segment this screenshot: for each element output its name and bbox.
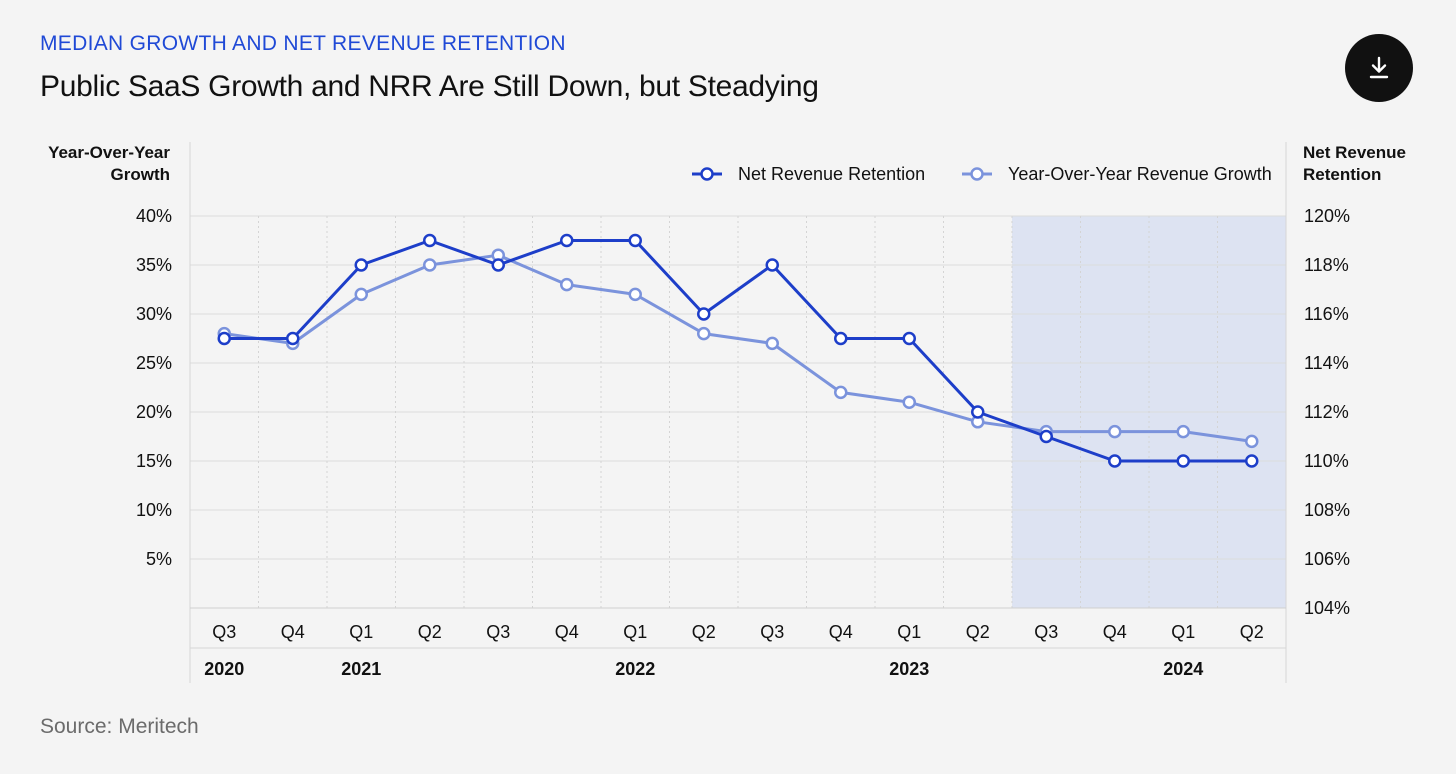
- right-axis-title: Retention: [1303, 165, 1381, 184]
- download-button[interactable]: [1345, 34, 1413, 102]
- nrr-data-point: [834, 331, 848, 346]
- nrr-data-point: [765, 258, 779, 272]
- chart-title: Public SaaS Growth and NRR Are Still Dow…: [40, 70, 819, 103]
- nrr-data-point: [1108, 454, 1122, 468]
- growth-data-point: [354, 287, 368, 302]
- right-tick-label: 106%: [1304, 549, 1350, 569]
- x-tick-label: Q1: [897, 622, 921, 642]
- nrr-series-line: [224, 239, 1252, 463]
- nrr-data-point: [423, 233, 437, 248]
- x-tick-label: Q2: [692, 622, 716, 642]
- x-tick-label: Q4: [555, 622, 579, 642]
- x-tick-label: Q4: [1103, 622, 1127, 642]
- download-icon: [1369, 56, 1389, 79]
- x-tick-label: Q3: [212, 622, 236, 642]
- right-tick-label: 116%: [1304, 304, 1349, 324]
- source-note: Source: Meritech: [40, 715, 199, 738]
- x-tick-label: Q4: [281, 622, 305, 642]
- nrr-data-point: [971, 405, 985, 419]
- legend-label-growth: Year-Over-Year Revenue Growth: [1008, 164, 1272, 184]
- growth-series-line: [224, 253, 1252, 443]
- x-tick-label: Q3: [486, 622, 510, 642]
- nrr-data-point: [628, 233, 642, 248]
- right-tick-label: 120%: [1304, 206, 1350, 226]
- chart-eyebrow: MEDIAN GROWTH AND NET REVENUE RETENTION: [40, 32, 566, 55]
- year-label: 2021: [341, 659, 381, 679]
- right-tick-label: 110%: [1304, 451, 1349, 471]
- nrr-data-point: [697, 307, 711, 321]
- nrr-data-point: [354, 258, 368, 272]
- year-label: 2023: [889, 659, 929, 679]
- legend-swatch-marker-growth: [970, 167, 984, 181]
- left-axis-title: Year-Over-Year: [48, 143, 170, 162]
- growth-data-point: [1176, 424, 1190, 439]
- nrr-data-point: [1039, 429, 1053, 444]
- x-tick-label: Q3: [760, 622, 784, 642]
- year-label: 2024: [1163, 659, 1203, 679]
- left-tick-label: 15%: [136, 451, 172, 471]
- left-tick-label: 5%: [146, 549, 172, 569]
- right-tick-label: 108%: [1304, 500, 1350, 520]
- nrr-data-point: [1176, 454, 1190, 468]
- legend-swatch-marker-nrr: [700, 167, 714, 181]
- left-tick-label: 35%: [136, 255, 172, 275]
- x-tick-label: Q4: [829, 622, 853, 642]
- right-tick-label: 112%: [1304, 402, 1349, 422]
- left-tick-label: 40%: [136, 206, 172, 226]
- nrr-data-point: [491, 258, 505, 272]
- x-tick-label: Q3: [1034, 622, 1058, 642]
- x-tick-label: Q2: [966, 622, 990, 642]
- nrr-data-point: [560, 233, 574, 248]
- nrr-data-point: [217, 331, 231, 346]
- growth-data-point: [560, 277, 574, 292]
- year-label: 2020: [204, 659, 244, 679]
- left-tick-label: 10%: [136, 500, 172, 520]
- right-axis-title: Net Revenue: [1303, 143, 1406, 162]
- x-tick-label: Q1: [349, 622, 373, 642]
- growth-data-point: [1108, 424, 1122, 439]
- left-tick-label: 25%: [136, 353, 172, 373]
- left-axis-title: Growth: [111, 165, 171, 184]
- nrr-data-point: [902, 331, 916, 346]
- left-tick-label: 20%: [136, 402, 172, 422]
- right-tick-label: 104%: [1304, 598, 1350, 618]
- left-tick-label: 30%: [136, 304, 172, 324]
- right-tick-label: 114%: [1304, 353, 1349, 373]
- x-tick-label: Q2: [1240, 622, 1264, 642]
- right-tick-label: 118%: [1304, 255, 1349, 275]
- x-tick-label: Q1: [623, 622, 647, 642]
- growth-data-point: [423, 258, 437, 272]
- growth-data-point: [765, 336, 779, 351]
- growth-data-point: [1245, 434, 1259, 449]
- year-label: 2022: [615, 659, 655, 679]
- growth-data-point: [834, 385, 848, 400]
- growth-data-point: [902, 395, 916, 409]
- nrr-data-point: [1245, 454, 1259, 468]
- nrr-data-point: [286, 331, 300, 346]
- x-tick-label: Q2: [418, 622, 442, 642]
- growth-data-point: [628, 287, 642, 302]
- legend-label-nrr: Net Revenue Retention: [738, 164, 925, 184]
- growth-data-point: [697, 326, 711, 341]
- x-tick-label: Q1: [1171, 622, 1195, 642]
